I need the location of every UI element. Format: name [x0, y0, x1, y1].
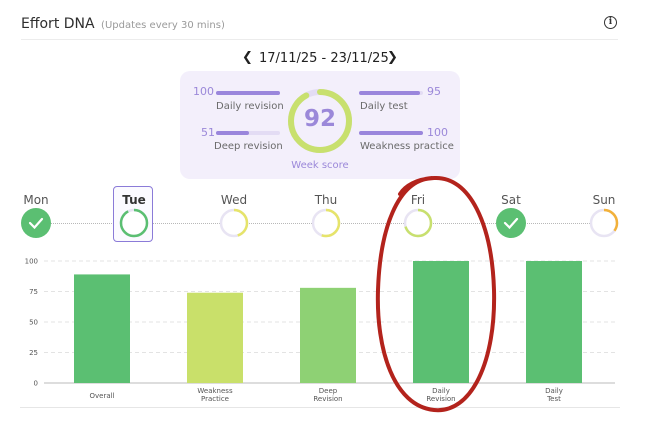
x-tick-label: Revision [426, 395, 455, 403]
week-range: 17/11/25 - 23/11/25 [259, 51, 389, 66]
chart-bottom-divider [20, 407, 620, 408]
x-tick-label: Overall [89, 392, 114, 400]
daily-revision-bar-fill [216, 91, 280, 95]
day-label-fri: Fri [410, 193, 426, 207]
y-tick-label: 0 [34, 380, 38, 388]
gauge-progress [288, 89, 352, 153]
week-score-gauge [288, 89, 352, 153]
y-tick-label: 100 [25, 258, 38, 266]
title-text: Effort DNA [21, 16, 95, 32]
day-label-mon: Mon [23, 193, 49, 207]
next-week-button[interactable]: ❯ [387, 50, 398, 65]
y-tick-label: 25 [29, 349, 38, 357]
y-tick-label: 50 [29, 319, 38, 327]
day-status-fri[interactable] [402, 207, 434, 239]
day-status-sat[interactable] [495, 207, 527, 239]
day-label-wed: Wed [220, 193, 248, 207]
week-score-label: Week score [291, 160, 349, 171]
day-status-thu[interactable] [310, 207, 342, 239]
weakness-practice-label: Weakness practice [360, 141, 454, 152]
bar-deep-revision[interactable] [300, 287, 356, 383]
header-divider [21, 39, 618, 40]
daily-revision-bar [216, 91, 280, 95]
bar-daily-revision[interactable] [413, 261, 469, 383]
day-status-wed[interactable] [218, 207, 250, 239]
x-tick-label: Deep [319, 387, 338, 395]
deep-revision-bar-fill [216, 131, 249, 135]
weakness-practice-bar-fill [359, 131, 423, 135]
page-title: Effort DNA (Updates every 30 mins) [21, 16, 225, 32]
x-tick-label: Revision [313, 395, 342, 403]
daily-test-bar-fill [359, 91, 420, 95]
deep-revision-bar [216, 131, 280, 135]
info-icon[interactable]: i [604, 16, 617, 29]
day-label-tue: Tue [122, 193, 146, 207]
deep-revision-label: Deep revision [214, 141, 283, 152]
day-status-sun[interactable] [588, 207, 620, 239]
bar-overall[interactable] [74, 274, 130, 383]
day-label-thu: Thu [314, 193, 338, 207]
red-annotation-circle [375, 175, 497, 413]
weakness-practice-value: 100 [427, 126, 448, 139]
x-tick-label: Daily [432, 387, 450, 395]
update-note: (Updates every 30 mins) [101, 20, 225, 31]
check-icon [28, 217, 44, 230]
y-tick-label: 75 [29, 288, 38, 296]
weakness-practice-bar [359, 131, 423, 135]
day-label-sat: Sat [501, 193, 521, 207]
daily-test-bar [359, 91, 423, 95]
deep-revision-value: 51 [201, 126, 215, 139]
check-icon [503, 217, 519, 230]
x-tick-label: Weakness [197, 387, 233, 395]
x-tick-label: Daily [545, 387, 563, 395]
week-score-value: 92 [303, 106, 336, 132]
x-tick-label: Practice [201, 395, 229, 403]
daily-test-label: Daily test [360, 101, 408, 112]
day-label-sun: Sun [592, 193, 616, 207]
daily-revision-label: Daily revision [216, 101, 284, 112]
day-status-tue[interactable] [118, 207, 150, 239]
prev-week-button[interactable]: ❮ [242, 50, 253, 65]
bar-daily-test[interactable] [526, 261, 582, 383]
bar-weakness-practice[interactable] [187, 292, 243, 383]
day-status-mon[interactable] [20, 207, 52, 239]
x-tick-label: Test [546, 395, 561, 403]
effort-bar-chart: 0255075100OverallWeaknessPracticeDeepRev… [25, 258, 615, 403]
daily-test-value: 95 [427, 85, 441, 98]
daily-revision-value: 100 [193, 85, 214, 98]
